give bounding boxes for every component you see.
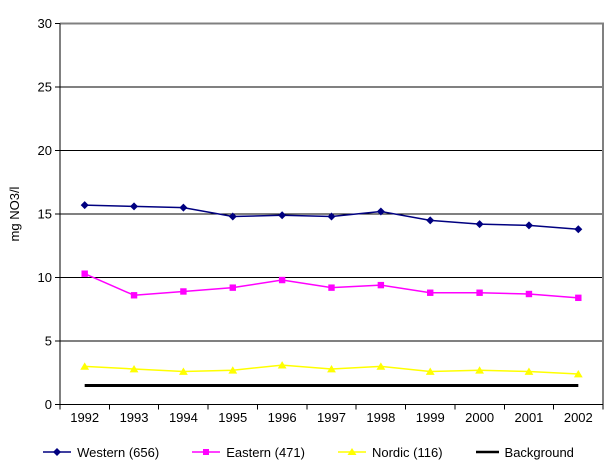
square-marker-icon xyxy=(180,288,187,295)
diamond-marker-icon xyxy=(53,448,62,456)
square-marker-icon xyxy=(130,292,138,299)
square-marker-icon xyxy=(427,289,434,296)
legend-item-eastern: Eastern (471) xyxy=(191,445,305,460)
legend-item-western: Western (656) xyxy=(42,445,159,460)
triangle-marker-icon xyxy=(524,367,534,375)
square-marker-icon xyxy=(575,294,582,302)
diamond-marker-icon xyxy=(426,216,435,225)
square-marker-icon xyxy=(278,276,286,284)
triangle-marker-icon xyxy=(80,362,90,370)
triangle-marker-icon xyxy=(475,366,484,374)
legend: Western (656) Eastern (471) Nordic (116)… xyxy=(0,442,616,462)
x-tick-label: 1994 xyxy=(169,410,198,425)
x-tick-label: 1993 xyxy=(120,410,149,425)
y-tick-label: 25 xyxy=(38,80,52,95)
diamond-marker-icon xyxy=(376,207,385,216)
y-tick-label: 30 xyxy=(38,16,52,31)
legend-label-background: Background xyxy=(504,444,574,460)
legend-label-nordic: Nordic (116) xyxy=(371,444,443,460)
square-marker-icon xyxy=(203,449,210,455)
triangle-marker-icon xyxy=(573,370,583,378)
x-tick-label: 2000 xyxy=(465,410,494,425)
x-tick-label: 1992 xyxy=(70,410,99,425)
legend-label-western: Western (656) xyxy=(77,444,160,460)
square-marker-icon xyxy=(81,270,88,277)
eastern-line-square-icon xyxy=(192,449,221,455)
y-tick-label: 15 xyxy=(38,207,52,222)
x-tick-label: 1997 xyxy=(317,410,346,425)
x-tick-label: 1995 xyxy=(218,410,247,425)
triangle-marker-icon xyxy=(277,361,287,369)
x-tick-label: 1999 xyxy=(416,410,445,425)
diamond-marker-icon xyxy=(179,203,188,212)
legend-label-eastern: Eastern (471) xyxy=(226,444,305,460)
triangle-marker-icon xyxy=(228,366,238,374)
diamond-marker-icon xyxy=(278,211,287,220)
y-tick-label: 10 xyxy=(38,270,52,285)
background-line-icon xyxy=(475,450,499,454)
y-tick-label: 20 xyxy=(38,143,52,158)
square-marker-icon xyxy=(229,284,236,291)
triangle-marker-icon xyxy=(179,367,188,375)
nordic-line-triangle-icon xyxy=(337,448,366,455)
square-marker-icon xyxy=(377,281,385,289)
chart-svg: mg NO3/l 0 5 10 15 20 25 30 1992 1993 1994 1995 199… xyxy=(7,16,604,425)
square-marker-icon xyxy=(328,284,335,291)
diamond-marker-icon xyxy=(327,212,336,221)
diamond-marker-icon xyxy=(228,212,237,221)
triangle-marker-icon xyxy=(347,448,357,455)
square-marker-icon xyxy=(525,290,533,298)
triangle-marker-icon xyxy=(376,362,386,370)
diamond-marker-icon xyxy=(130,202,139,211)
x-tick-label: 2001 xyxy=(514,410,543,425)
triangle-marker-icon xyxy=(425,367,435,375)
y-tick-label: 5 xyxy=(45,334,52,349)
triangle-marker-icon xyxy=(327,364,336,373)
y-tick-label: 0 xyxy=(45,397,52,412)
square-marker-icon xyxy=(476,289,483,296)
triangle-marker-icon xyxy=(129,364,139,373)
x-tick-label: 1998 xyxy=(366,410,395,425)
x-tick-label: 1996 xyxy=(268,410,297,425)
diamond-marker-icon xyxy=(574,225,583,234)
diamond-marker-icon xyxy=(475,220,484,229)
western-line-diamond-icon xyxy=(43,448,72,456)
diamond-marker-icon xyxy=(524,221,533,230)
diamond-marker-icon xyxy=(80,201,89,210)
x-tick-label: 2002 xyxy=(564,410,593,425)
legend-item-nordic: Nordic (116) xyxy=(337,445,443,460)
legend-item-background: Background xyxy=(475,445,574,460)
y-axis-title: mg NO3/l xyxy=(7,186,22,241)
